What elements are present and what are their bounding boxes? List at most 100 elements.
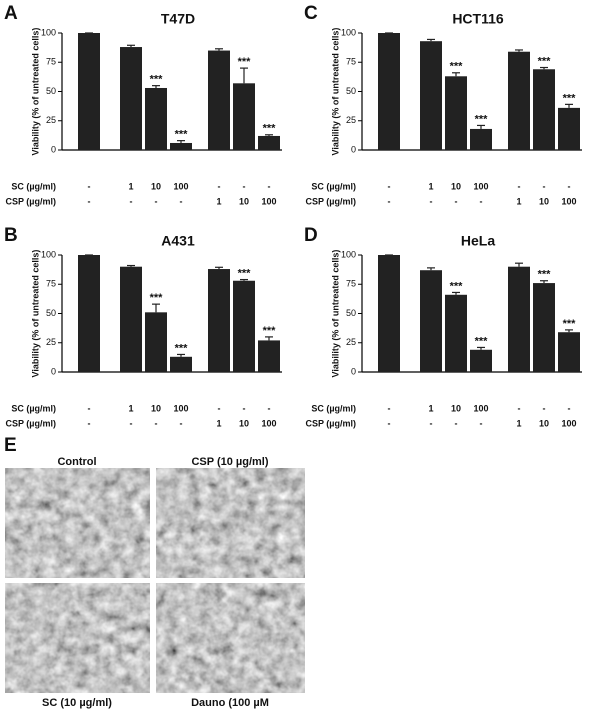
x-tick-label: 10: [151, 403, 161, 413]
x-tick-label: -: [268, 181, 271, 191]
panel-letter: D: [304, 225, 318, 246]
significance-label: ***: [263, 325, 277, 337]
row-label: CSP (µg/ml): [5, 418, 56, 428]
bar: [145, 312, 167, 372]
y-axis-label: Viability (% of untreated cells): [330, 250, 340, 378]
significance-label: ***: [450, 280, 464, 292]
x-tick-label: -: [388, 403, 391, 413]
x-tick-label: -: [88, 196, 91, 206]
y-tick-label: 75: [346, 279, 356, 289]
y-tick-label: 25: [46, 115, 56, 125]
significance-label: ***: [475, 335, 489, 347]
x-tick-label: -: [455, 418, 458, 428]
bar: [558, 332, 580, 372]
bar: [378, 33, 400, 150]
x-tick-label: -: [388, 181, 391, 191]
x-tick-label: 100: [261, 196, 276, 206]
significance-label: ***: [450, 61, 464, 73]
x-tick-label: -: [218, 403, 221, 413]
x-tick-label: -: [518, 181, 521, 191]
significance-label: ***: [563, 318, 577, 330]
bar: [445, 76, 467, 150]
y-tick-label: 100: [41, 249, 56, 259]
x-tick-label: 10: [151, 181, 161, 191]
significance-label: ***: [175, 342, 189, 354]
significance-label: ***: [150, 292, 164, 304]
y-axis-label: Viability (% of untreated cells): [30, 28, 40, 156]
micrograph-image: [156, 468, 305, 578]
chart-panel: D HeLa Viability (% of untreated cells) 0 25…: [304, 225, 582, 428]
x-tick-label: 1: [216, 418, 221, 428]
image-label: CSP (10 µg/ml): [191, 456, 268, 468]
y-tick-label: 50: [46, 86, 56, 96]
y-tick-label: 0: [351, 144, 356, 154]
x-tick-label: 10: [539, 196, 549, 206]
y-tick-label: 100: [341, 27, 356, 37]
bar: [470, 349, 492, 372]
significance-label: ***: [538, 55, 552, 67]
significance-label: ***: [238, 56, 252, 68]
x-tick-label: 100: [561, 196, 576, 206]
x-tick-label: -: [388, 418, 391, 428]
significance-label: ***: [538, 269, 552, 281]
x-tick-label: -: [88, 403, 91, 413]
x-tick-label: -: [543, 181, 546, 191]
micrograph-image: [156, 583, 305, 693]
chart-title: A431: [161, 233, 195, 249]
bar: [170, 356, 192, 372]
x-tick-label: -: [480, 418, 483, 428]
bar: [208, 50, 230, 150]
x-tick-label: 1: [428, 403, 433, 413]
x-tick-label: -: [518, 403, 521, 413]
x-tick-label: -: [243, 181, 246, 191]
x-tick-label: 1: [128, 181, 133, 191]
bar: [170, 142, 192, 150]
bar: [470, 128, 492, 150]
row-label: CSP (µg/ml): [5, 196, 56, 206]
x-tick-label: -: [155, 418, 158, 428]
bar: [533, 283, 555, 372]
bar: [258, 135, 280, 150]
bar: [558, 107, 580, 150]
y-tick-label: 0: [51, 144, 56, 154]
chart-panel: A T47D Viability (% of untreated cells) 0 25…: [4, 3, 282, 206]
micrograph-panel: E Control CSP (10 µg/ml) SC (10 µg/ml) Dauno…: [4, 435, 305, 709]
bar: [78, 33, 100, 150]
y-tick-label: 50: [346, 86, 356, 96]
x-tick-label: -: [430, 196, 433, 206]
x-tick-label: -: [388, 196, 391, 206]
x-tick-label: 10: [239, 196, 249, 206]
x-tick-label: -: [180, 418, 183, 428]
x-tick-label: -: [180, 196, 183, 206]
y-tick-label: 50: [346, 308, 356, 318]
y-tick-label: 75: [46, 57, 56, 67]
panel-letter: B: [4, 225, 18, 246]
bar: [233, 83, 255, 150]
significance-label: ***: [475, 113, 489, 125]
x-tick-label: 100: [173, 403, 188, 413]
chart-panel: C HCT116 Viability (% of untreated cells) 0…: [304, 3, 582, 206]
bar: [208, 269, 230, 372]
bar: [445, 294, 467, 372]
x-tick-label: 10: [451, 181, 461, 191]
y-axis-label: Viability (% of untreated cells): [30, 250, 40, 378]
bar: [120, 47, 142, 150]
x-tick-label: -: [218, 181, 221, 191]
bar: [420, 270, 442, 372]
image-label: Dauno (100 µM: [191, 697, 269, 709]
x-tick-label: 1: [516, 418, 521, 428]
significance-label: ***: [175, 129, 189, 141]
x-tick-label: 1: [516, 196, 521, 206]
row-label: SC (µg/ml): [11, 181, 56, 191]
micrograph-image: [5, 468, 150, 578]
x-tick-label: 10: [239, 418, 249, 428]
y-tick-label: 100: [341, 249, 356, 259]
x-tick-label: 10: [539, 418, 549, 428]
row-label: SC (µg/ml): [311, 403, 356, 413]
image-label: Control: [57, 456, 96, 468]
y-tick-label: 25: [46, 337, 56, 347]
bar: [145, 87, 167, 150]
x-tick-label: -: [543, 403, 546, 413]
x-tick-label: -: [455, 196, 458, 206]
